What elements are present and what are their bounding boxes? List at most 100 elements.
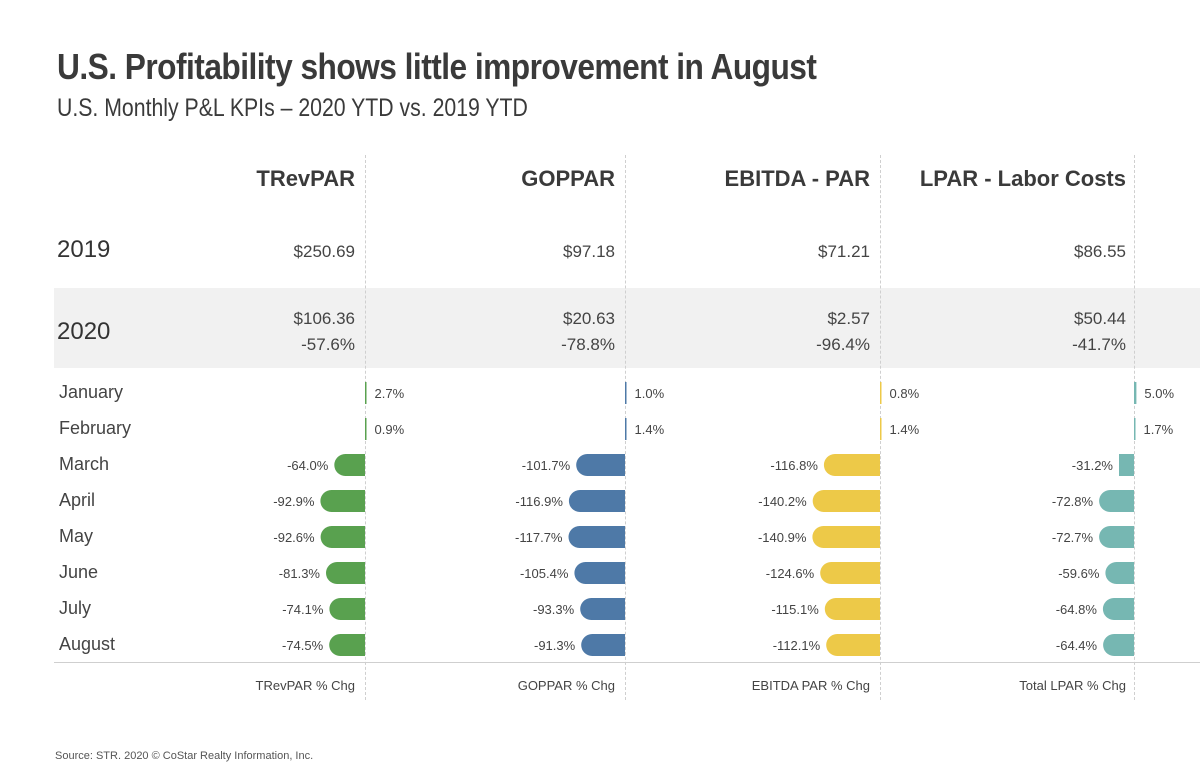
- bar-label: -101.7%: [522, 458, 571, 473]
- bar-axis-cap: [869, 634, 880, 656]
- bar-trevpar-chg-may: [320, 526, 365, 548]
- row-2020-band: [54, 288, 1200, 368]
- bar-axis-cap: [1123, 634, 1134, 656]
- bar-label: -124.6%: [766, 566, 815, 581]
- bar-axis-cap: [354, 526, 365, 548]
- bar-axis-cap: [354, 454, 365, 476]
- bar-trevpar-chg-january: [365, 382, 367, 404]
- bar-label: -105.4%: [520, 566, 569, 581]
- source-note: Source: STR. 2020 © CoStar Realty Inform…: [55, 750, 314, 762]
- bar-label: 1.7%: [1144, 422, 1174, 437]
- bar-ebitda-par-chg-april: [812, 490, 880, 512]
- bar-label: 2.7%: [375, 386, 405, 401]
- chart-baseline: [54, 662, 1200, 663]
- month-label: January: [59, 382, 124, 402]
- value-2020-goppar: $20.63: [563, 309, 615, 328]
- bar-total-lpar-chg-january: [1134, 382, 1137, 404]
- bar-axis-cap: [614, 634, 625, 656]
- bar-goppar-chg-march: [576, 454, 625, 476]
- bar-label: -59.6%: [1058, 566, 1100, 581]
- bar-label: -93.3%: [533, 602, 575, 617]
- footer-goppar-chg: GOPPAR % Chg: [517, 678, 615, 693]
- bar-label: -140.2%: [758, 494, 807, 509]
- bar-axis-cap: [869, 526, 880, 548]
- change-2020-ebitda: -96.4%: [816, 335, 870, 354]
- bar-ebitda-par-chg-january: [880, 382, 882, 404]
- column-header-trevpar: TRevPAR: [256, 166, 355, 191]
- bar-axis-cap: [614, 598, 625, 620]
- row-label-2020: 2020: [57, 318, 111, 345]
- value-2020-lpar: $50.44: [1074, 309, 1126, 328]
- bar-goppar-chg-february: [625, 418, 627, 440]
- change-2020-trevpar: -57.6%: [301, 335, 355, 354]
- column-header-ebitda-par: EBITDA - PAR: [724, 166, 870, 191]
- bar-goppar-chg-june: [574, 562, 625, 584]
- bar-goppar-chg-july: [580, 598, 625, 620]
- bar-label: -115.1%: [771, 602, 819, 617]
- bar-label: 1.4%: [890, 422, 920, 437]
- bar-goppar-chg-april: [568, 490, 625, 512]
- bar-label: -92.9%: [273, 494, 315, 509]
- bar-label: -64.4%: [1056, 638, 1098, 653]
- bar-label: -81.3%: [279, 566, 321, 581]
- change-2020-goppar: -78.8%: [561, 335, 615, 354]
- month-label: May: [59, 526, 94, 546]
- value-2020-trevpar: $106.36: [293, 309, 355, 328]
- bar-label: 1.4%: [635, 422, 665, 437]
- bar-ebitda-par-chg-august: [826, 634, 880, 656]
- chart-subtitle: U.S. Monthly P&L KPIs – 2020 YTD vs. 201…: [57, 94, 528, 122]
- bar-label: -74.5%: [282, 638, 324, 653]
- bar-ebitda-par-chg-july: [824, 598, 880, 620]
- bar-label: -64.8%: [1056, 602, 1098, 617]
- bar-label: -140.9%: [758, 530, 807, 545]
- month-label: July: [59, 598, 92, 618]
- bar-goppar-chg-january: [625, 382, 627, 404]
- bar-label: 5.0%: [1144, 386, 1174, 401]
- month-label: June: [59, 562, 99, 582]
- bar-axis-cap: [869, 454, 880, 476]
- bar-label: 0.9%: [375, 422, 405, 437]
- bar-ebitda-par-chg-june: [820, 562, 880, 584]
- bar-label: -116.9%: [515, 494, 563, 509]
- change-2020-lpar: -41.7%: [1072, 335, 1126, 354]
- column-header-lpar: LPAR - Labor Costs: [919, 166, 1126, 191]
- bar-axis-cap: [614, 562, 625, 584]
- bar-axis-cap: [354, 634, 365, 656]
- bar-axis-cap: [1123, 562, 1134, 584]
- chart-title: U.S. Profitability shows little improvem…: [57, 46, 817, 87]
- bar-label: -92.6%: [273, 530, 315, 545]
- footer-trevpar-chg: TRevPAR % Chg: [255, 678, 355, 693]
- bar-axis-cap: [354, 490, 365, 512]
- bar-axis-cap: [869, 562, 880, 584]
- bar-trevpar-chg-april: [320, 490, 365, 512]
- bar-label: -74.1%: [282, 602, 324, 617]
- bar-trevpar-chg-february: [365, 418, 367, 440]
- bar-axis-cap: [869, 598, 880, 620]
- row-label-2019: 2019: [57, 236, 111, 263]
- bar-label: -117.7%: [515, 530, 563, 545]
- bar-label: -91.3%: [534, 638, 576, 653]
- bar-label: 1.0%: [635, 386, 665, 401]
- bar-axis-cap: [869, 490, 880, 512]
- bar-label: -64.0%: [287, 458, 329, 473]
- bar-label: -72.7%: [1052, 530, 1094, 545]
- bar-label: 0.8%: [890, 386, 920, 401]
- month-label: March: [59, 454, 110, 474]
- footer-ebitda-chg: EBITDA PAR % Chg: [751, 678, 870, 693]
- bar-axis-cap: [1123, 526, 1134, 548]
- bar-axis-cap: [614, 454, 625, 476]
- bar-label: -116.8%: [770, 458, 818, 473]
- bar-axis-cap: [1123, 490, 1134, 512]
- bar-total-lpar-chg-march: [1119, 454, 1134, 476]
- bar-axis-cap: [354, 598, 365, 620]
- bar-axis-cap: [1123, 598, 1134, 620]
- value-2019-trevpar: $250.69: [293, 242, 355, 261]
- month-label: February: [59, 418, 132, 438]
- value-2019-goppar: $97.18: [563, 242, 615, 261]
- bar-ebitda-par-chg-february: [880, 418, 882, 440]
- bar-axis-cap: [614, 490, 625, 512]
- footer-lpar-chg: Total LPAR % Chg: [1019, 678, 1126, 693]
- bar-axis-cap: [614, 526, 625, 548]
- column-header-goppar: GOPPAR: [521, 166, 615, 191]
